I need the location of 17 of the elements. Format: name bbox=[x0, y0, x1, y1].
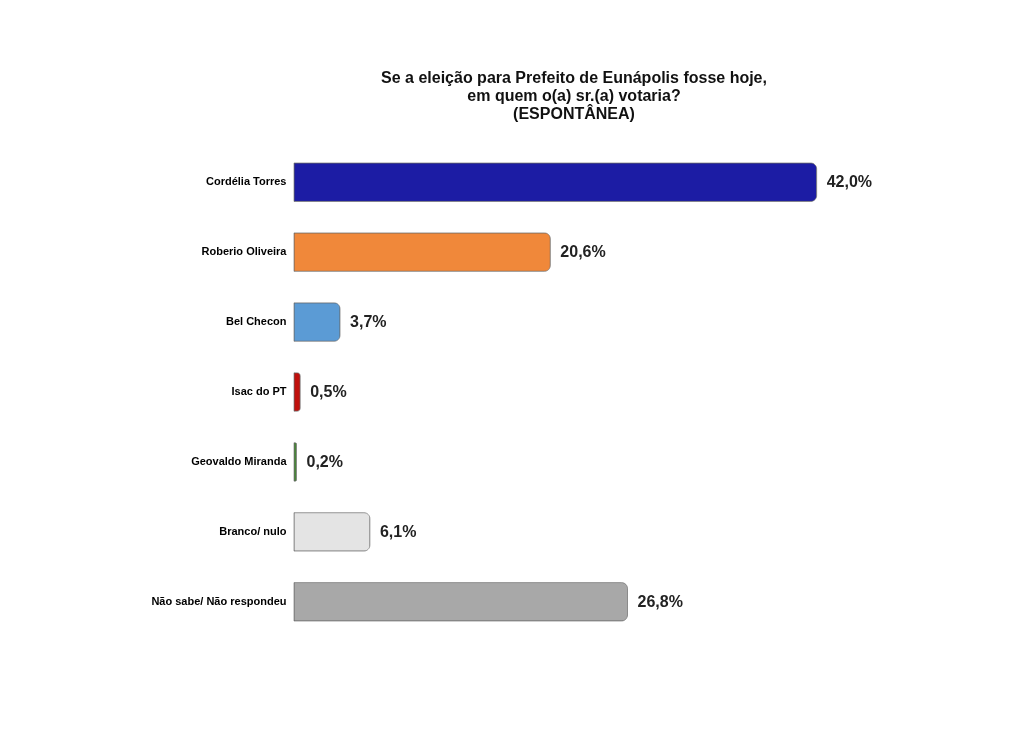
data-label: 0,5% bbox=[310, 383, 347, 400]
y-tick-label: Roberio Oliveira bbox=[201, 245, 288, 258]
text: em quem o(a) sr.(a) votaria? bbox=[467, 87, 681, 104]
y-tick-label: Bel Checon bbox=[225, 315, 287, 328]
text: Se a eleição para Prefeito de Eunápolis fosse hoje, bbox=[381, 69, 767, 86]
data-label: 26,8% bbox=[637, 592, 683, 610]
y-tick-label: Branco/ nulo bbox=[219, 524, 287, 537]
y-tick-label: Não sabe/ Não respondeu bbox=[151, 594, 287, 607]
y-tick-label: Geovaldo Miranda bbox=[191, 454, 288, 467]
data-label: 20,6% bbox=[560, 243, 606, 261]
text: (ESPONTÂNEA) bbox=[513, 105, 635, 122]
y-tick-label: Isac do PT bbox=[231, 385, 287, 397]
data-label: 3,7% bbox=[350, 313, 387, 331]
data-label: 6,1% bbox=[379, 522, 417, 540]
data-label: 42,0% bbox=[826, 173, 873, 191]
data-label: 0,2% bbox=[306, 452, 343, 470]
y-tick-label: Cordélia Torres bbox=[206, 175, 287, 188]
